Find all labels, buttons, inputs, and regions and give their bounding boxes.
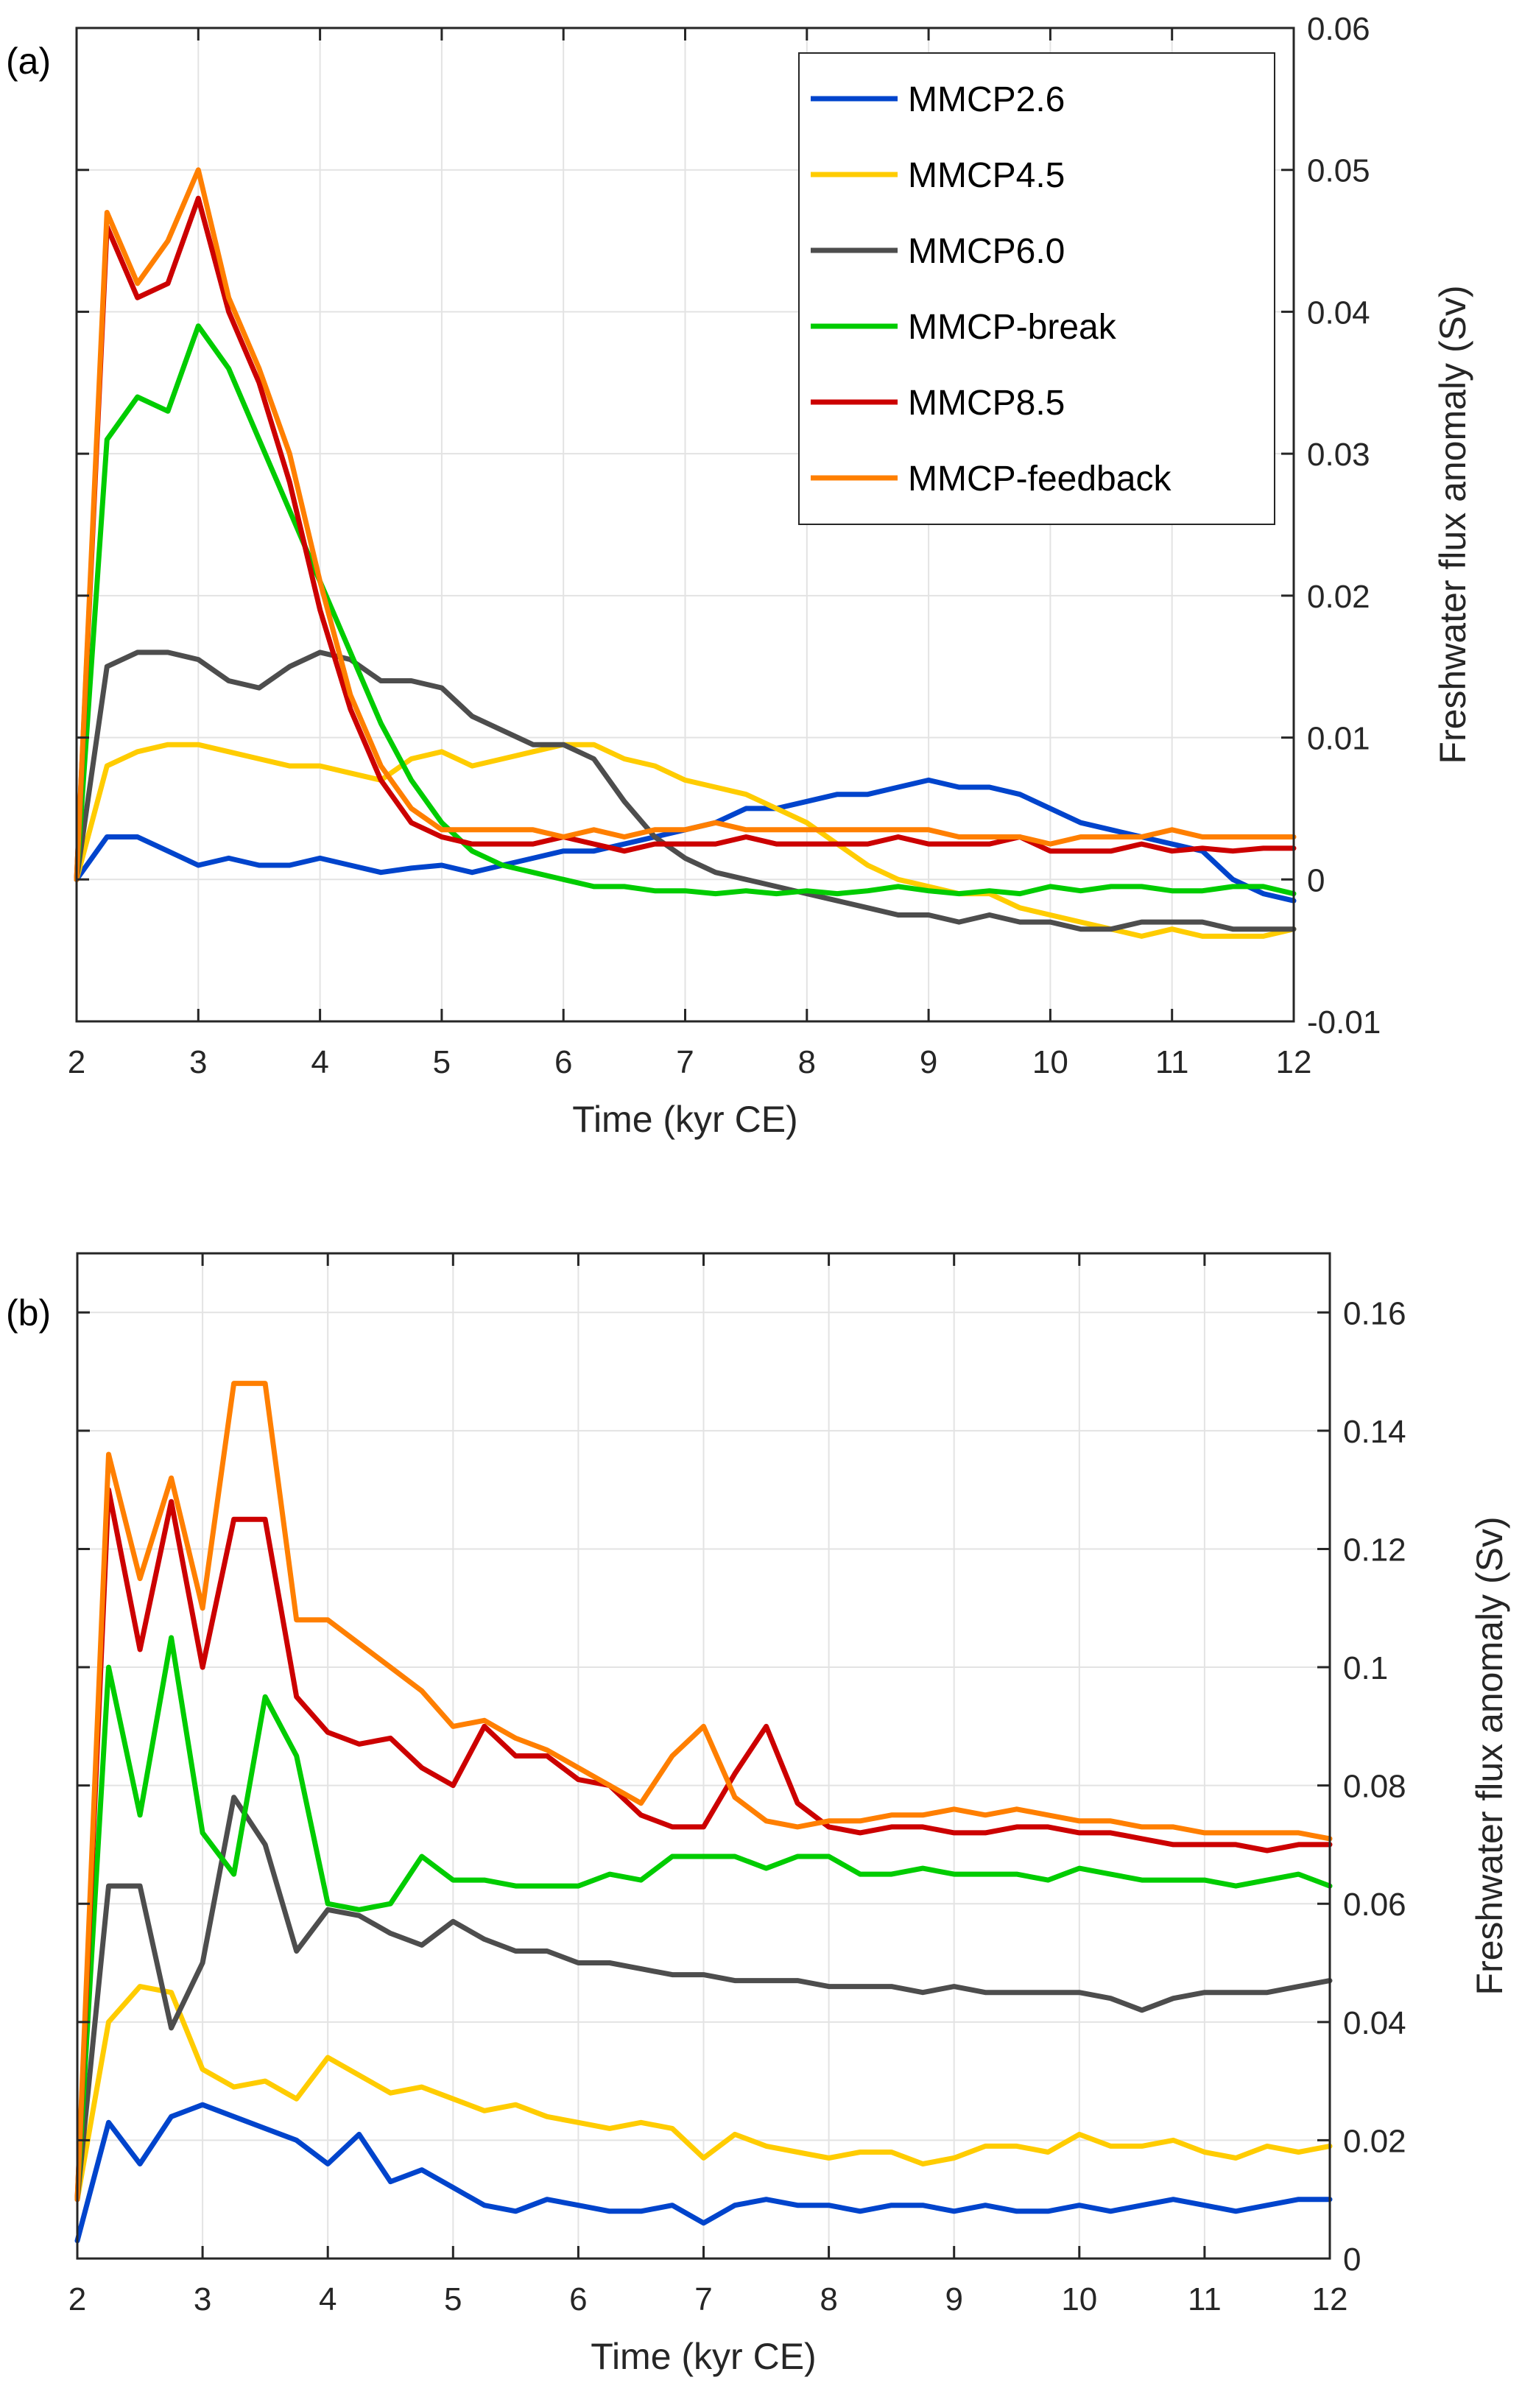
legend: MMCP2.6 MMCP4.5 MMCP6.0 MMCP-break MMCP8.5 MM… [798, 52, 1275, 525]
y-tick-label: 0.08 [1343, 1769, 1406, 1805]
x-tick-label: 8 [798, 1044, 816, 1080]
x-tick-label: 10 [1032, 1044, 1068, 1080]
x-tick-label: 4 [319, 2281, 337, 2317]
x-tick-label: 5 [444, 2281, 462, 2317]
series-line-mmcp6-0 [74, 1795, 1333, 2203]
x-tick-label: 5 [433, 1044, 451, 1080]
y-tick-label: 0.06 [1343, 1887, 1406, 1923]
x-tick-label: 7 [676, 1044, 694, 1080]
x-tick-label: 9 [920, 1044, 937, 1080]
x-tick-label: 9 [945, 2281, 962, 2317]
series-line-mmcp-break [74, 1635, 1333, 2203]
series-line-mmcp6-0 [74, 649, 1297, 932]
y-tick-label: -0.01 [1307, 1004, 1381, 1041]
legend-box [798, 52, 1275, 525]
x-tick-label: 11 [1188, 2281, 1222, 2317]
y-tick-label: 0.05 [1307, 153, 1370, 189]
y-axis-label: Freshwater flux anomaly (Sv) [1432, 285, 1473, 764]
y-tick-label: 0.12 [1343, 1532, 1406, 1568]
x-tick-label: 10 [1061, 2281, 1097, 2317]
x-tick-label: 8 [820, 2281, 837, 2317]
series-line-mmcp8-5 [74, 195, 1297, 882]
series-line-mmcp8-5 [74, 1487, 1333, 2203]
x-tick-label: 7 [694, 2281, 712, 2317]
legend-entry-label: MMCP-break [908, 308, 1117, 347]
y-tick-label: 0.04 [1343, 2005, 1406, 2041]
y-tick-label: 0 [1307, 862, 1325, 898]
panel-a: 2 3 4 5 6 7 8 9 10 11 12-0.01 0 0.01 0.02 0.03 0.04 0.05… [6, 11, 1473, 1140]
x-tick-label: 6 [569, 2281, 587, 2317]
legend-entry-label: MMCP6.0 [908, 232, 1065, 271]
x-tick-label: 6 [554, 1044, 572, 1080]
x-axis-label: Time (kyr CE) [591, 2336, 816, 2377]
y-axis-label: Freshwater flux anomaly (Sv) [1469, 1516, 1510, 1995]
y-tick-label: 0.16 [1343, 1295, 1406, 1331]
legend-entry-label: MMCP4.5 [908, 156, 1065, 195]
y-tick-label: 0.06 [1307, 11, 1370, 47]
series-line-mmcp-feedback [74, 1381, 1333, 2203]
legend-entry-label: MMCP8.5 [908, 384, 1065, 423]
legend-entry-label: MMCP-feedback [908, 460, 1172, 499]
panel-label: (b) [6, 1292, 51, 1334]
series-line-mmcp-feedback [74, 167, 1297, 882]
panel-b: 2 3 4 5 6 7 8 9 10 11 120 0.02 0.04 0.06 0.08 0.1 0.12 0.… [6, 1252, 1510, 2377]
series-line-mmcp2-6 [74, 2102, 1333, 2244]
x-axis-label: Time (kyr CE) [572, 1099, 797, 1140]
x-tick-label: 2 [68, 1044, 85, 1080]
y-tick-label: 0 [1343, 2242, 1361, 2278]
x-tick-label: 2 [68, 2281, 86, 2317]
y-tick-label: 0.1 [1343, 1650, 1388, 1686]
y-tick-label: 0.03 [1307, 437, 1370, 473]
legend-entry-label: MMCP2.6 [908, 80, 1065, 119]
x-tick-label: 3 [194, 2281, 211, 2317]
series-line-mmcp4-5 [74, 1984, 1333, 2203]
x-tick-label: 12 [1276, 1044, 1312, 1080]
x-tick-label: 11 [1155, 1044, 1189, 1080]
series-line-mmcp-break [74, 323, 1297, 897]
y-tick-label: 0.01 [1307, 721, 1370, 757]
y-tick-label: 0.04 [1307, 295, 1370, 331]
x-tick-label: 3 [189, 1044, 207, 1080]
y-tick-label: 0.02 [1307, 579, 1370, 615]
series-line-mmcp4-5 [74, 742, 1297, 939]
y-tick-label: 0.14 [1343, 1414, 1406, 1450]
y-tick-label: 0.02 [1343, 2123, 1406, 2159]
x-tick-label: 12 [1312, 2281, 1348, 2317]
panel-label: (a) [6, 41, 51, 82]
x-tick-label: 4 [311, 1044, 328, 1080]
